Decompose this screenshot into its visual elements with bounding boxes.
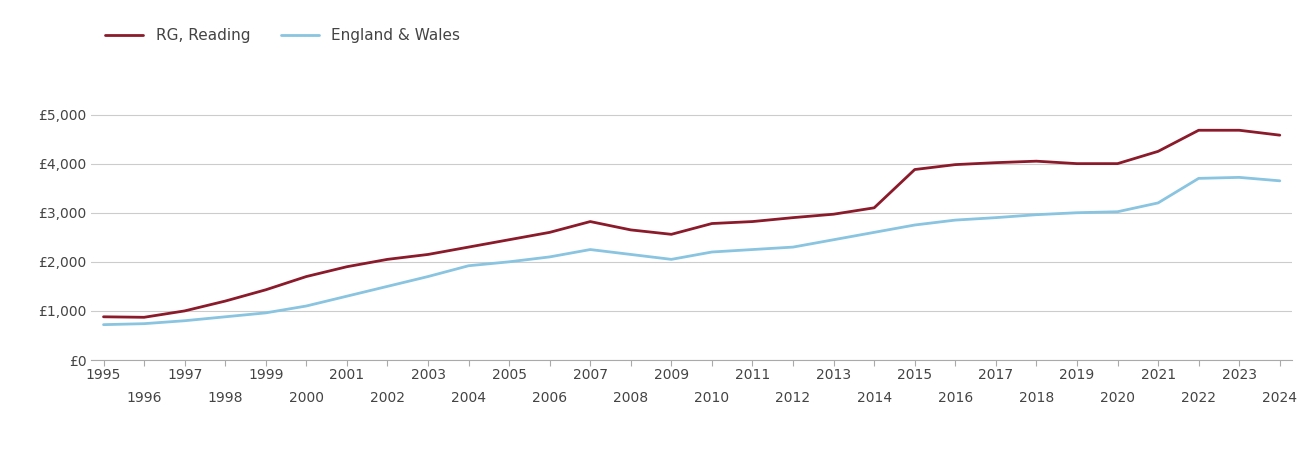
RG, Reading bbox=[582, 219, 598, 224]
England & Wales bbox=[1028, 212, 1044, 217]
Text: 2014: 2014 bbox=[856, 391, 891, 405]
England & Wales bbox=[988, 215, 1004, 220]
RG, Reading bbox=[907, 167, 923, 172]
RG, Reading bbox=[705, 221, 720, 226]
RG, Reading bbox=[988, 160, 1004, 165]
RG, Reading bbox=[1191, 127, 1207, 133]
England & Wales bbox=[1150, 200, 1165, 206]
England & Wales bbox=[339, 293, 355, 299]
England & Wales bbox=[1191, 176, 1207, 181]
England & Wales bbox=[380, 284, 395, 289]
England & Wales bbox=[1272, 178, 1288, 184]
England & Wales bbox=[299, 303, 315, 309]
Text: 2008: 2008 bbox=[613, 391, 649, 405]
Text: 2016: 2016 bbox=[938, 391, 974, 405]
England & Wales bbox=[867, 230, 882, 235]
England & Wales bbox=[622, 252, 638, 257]
RG, Reading bbox=[218, 298, 234, 304]
RG, Reading bbox=[1232, 127, 1248, 133]
RG, Reading bbox=[380, 256, 395, 262]
RG, Reading bbox=[136, 315, 151, 320]
England & Wales bbox=[826, 237, 842, 243]
England & Wales bbox=[136, 321, 151, 326]
Text: 2018: 2018 bbox=[1019, 391, 1054, 405]
Line: RG, Reading: RG, Reading bbox=[103, 130, 1280, 317]
RG, Reading bbox=[420, 252, 436, 257]
RG, Reading bbox=[95, 314, 111, 319]
Text: 1998: 1998 bbox=[207, 391, 243, 405]
RG, Reading bbox=[1150, 148, 1165, 154]
RG, Reading bbox=[663, 232, 679, 237]
RG, Reading bbox=[745, 219, 761, 224]
RG, Reading bbox=[542, 230, 557, 235]
England & Wales bbox=[218, 314, 234, 319]
Legend: RG, Reading, England & Wales: RG, Reading, England & Wales bbox=[99, 22, 466, 49]
RG, Reading bbox=[826, 212, 842, 217]
Text: 2004: 2004 bbox=[452, 391, 485, 405]
Text: 2006: 2006 bbox=[532, 391, 568, 405]
Text: 2002: 2002 bbox=[369, 391, 405, 405]
England & Wales bbox=[1109, 209, 1125, 215]
England & Wales bbox=[501, 259, 517, 265]
Line: England & Wales: England & Wales bbox=[103, 177, 1280, 324]
England & Wales bbox=[1232, 175, 1248, 180]
England & Wales bbox=[663, 256, 679, 262]
England & Wales bbox=[258, 310, 274, 315]
England & Wales bbox=[95, 322, 111, 327]
RG, Reading bbox=[786, 215, 801, 220]
England & Wales bbox=[745, 247, 761, 252]
England & Wales bbox=[705, 249, 720, 255]
RG, Reading bbox=[339, 264, 355, 270]
Text: 2000: 2000 bbox=[288, 391, 324, 405]
England & Wales bbox=[786, 244, 801, 250]
RG, Reading bbox=[501, 237, 517, 243]
England & Wales bbox=[542, 254, 557, 260]
Text: 2010: 2010 bbox=[694, 391, 729, 405]
England & Wales bbox=[907, 222, 923, 228]
RG, Reading bbox=[461, 244, 476, 250]
RG, Reading bbox=[258, 287, 274, 292]
RG, Reading bbox=[947, 162, 963, 167]
England & Wales bbox=[461, 263, 476, 269]
England & Wales bbox=[947, 217, 963, 223]
RG, Reading bbox=[299, 274, 315, 279]
RG, Reading bbox=[1109, 161, 1125, 166]
RG, Reading bbox=[622, 227, 638, 233]
Text: 2024: 2024 bbox=[1262, 391, 1297, 405]
RG, Reading bbox=[1069, 161, 1084, 166]
England & Wales bbox=[176, 318, 192, 324]
RG, Reading bbox=[867, 205, 882, 211]
Text: 2020: 2020 bbox=[1100, 391, 1135, 405]
Text: 2012: 2012 bbox=[775, 391, 810, 405]
Text: 1996: 1996 bbox=[127, 391, 162, 405]
England & Wales bbox=[420, 274, 436, 279]
RG, Reading bbox=[1272, 132, 1288, 138]
RG, Reading bbox=[176, 308, 192, 314]
RG, Reading bbox=[1028, 158, 1044, 164]
England & Wales bbox=[582, 247, 598, 252]
England & Wales bbox=[1069, 210, 1084, 216]
Text: 2022: 2022 bbox=[1181, 391, 1216, 405]
